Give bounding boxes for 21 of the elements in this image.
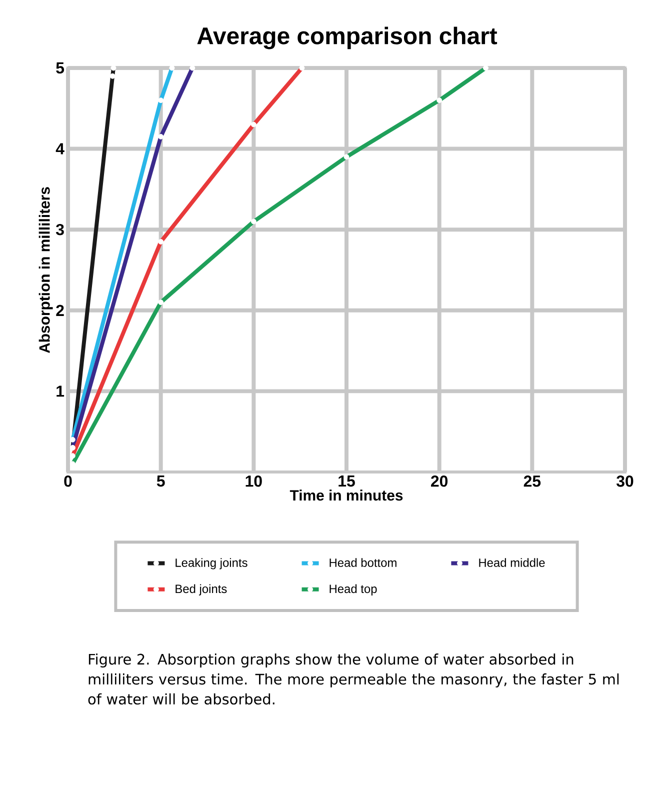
x-tick-label: 30: [616, 476, 634, 487]
legend-label: Leaking joints: [176, 558, 248, 570]
caption: Figure 2. Absorption graphs show the volume of water absorbed in milliliters versus time. The more permeable the masonry, the faster 5 ml of water will be absorbed.: [88, 654, 619, 705]
y-tick-label: 2: [56, 304, 64, 316]
x-tick-label: 25: [524, 476, 541, 487]
y-axis-title: Absorption in milliliters: [38, 187, 53, 354]
chart-title: Average comparison chart: [197, 26, 498, 50]
legend-label: Head middle: [479, 558, 545, 567]
x-axis-title: Time in minutes: [290, 490, 403, 501]
legend-label: Head top: [330, 584, 377, 596]
x-tick-label: 20: [431, 476, 448, 487]
legend-label: Bed joints: [176, 584, 227, 596]
y-tick-label: 1: [56, 386, 64, 397]
legend-label: Head bottom: [330, 558, 396, 567]
y-tick-label: 5: [56, 62, 64, 74]
x-tick-label: 5: [156, 476, 165, 487]
x-tick-label: 10: [246, 476, 262, 487]
x-tick-label: 0: [64, 476, 72, 487]
y-tick-label: 3: [56, 224, 64, 236]
y-tick-label: 4: [56, 143, 64, 154]
x-tick-label: 15: [338, 476, 355, 487]
